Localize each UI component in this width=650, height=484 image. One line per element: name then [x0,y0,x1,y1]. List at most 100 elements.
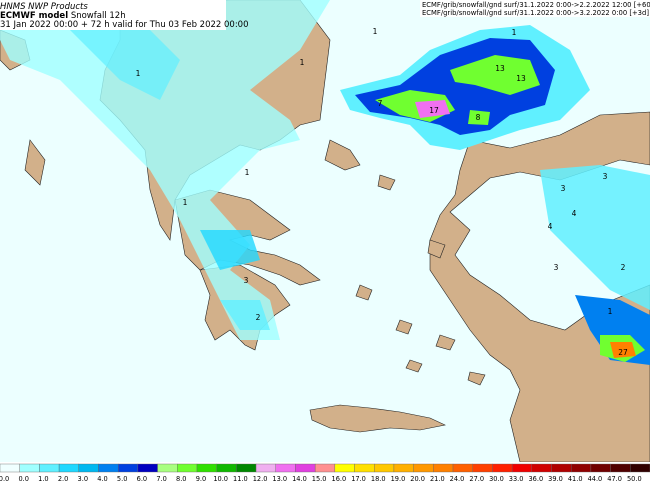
contour-label: 3 [561,184,566,193]
colorbar-label: 1.0 [38,475,49,483]
contour-label: 1 [245,168,250,177]
colorbar-label: 15.0 [312,475,327,483]
colorbar-label: 24.0 [450,475,465,483]
product: Snowfall 12h [71,11,126,21]
title: ECMWF model Snowfall 12h [0,11,126,21]
colorbar-swatch [413,463,434,473]
colorbar-label: 19.0 [391,475,406,483]
run-info: 31 Jan 2022 00:00 + 72 h valid for Thu 0… [0,20,249,30]
colorbar-label: 27.0 [469,475,484,483]
colorbar-label: 20.0 [410,475,425,483]
colorbar-swatch [354,463,375,473]
colorbar-swatch [39,463,60,473]
model: ECMWF model [0,11,68,21]
colorbar-label: 21.0 [430,475,445,483]
contour-label: 1 [512,28,517,37]
contour-label: 3 [554,263,559,272]
colorbar-swatch [433,463,454,473]
contour-label: 1 [373,27,378,36]
colorbar-swatch [137,463,158,473]
colorbar-label: 10.0 [213,475,228,483]
colorbar-swatch [19,463,40,473]
colorbar-swatch [0,463,20,473]
colorbar: 0.0 0.0 1.0 2.0 3.0 4.0 5.0 6.0 7.0 8.0 9.0 10.0 11.… [0,463,650,483]
colorbar-label: 12.0 [253,475,268,483]
colorbar-swatch [295,463,316,473]
header-box [0,0,226,30]
contour-label: 4 [572,209,577,218]
colorbar-label: 17.0 [351,475,366,483]
contour-label: 2 [621,263,626,272]
colorbar-swatch [117,463,139,473]
colorbar-label: 0.0 [18,475,29,483]
colorbar-label: 30.0 [489,475,504,483]
colorbar-swatch [452,463,473,473]
contour-label: 2 [256,313,261,322]
colorbar-label: 6.0 [137,475,148,483]
contour-label: 8 [476,113,481,122]
colorbar-swatch [177,463,198,473]
file-info: ECMF/grib/snowfall/gnd surf/31.1.2022 0:… [422,9,649,17]
contour-label: 3 [244,276,249,285]
contour-label: 1 [136,69,141,78]
colorbar-swatch [374,463,395,473]
colorbar-label: 11.0 [233,475,248,483]
snowfall [0,0,650,365]
contour-label: 1 [300,58,305,67]
contour-label: 1 [608,307,613,316]
colorbar-label: 0.0 [0,475,9,483]
colorbar-label: 18.0 [371,475,386,483]
colorbar-swatch [492,463,513,473]
colorbar-swatch [98,463,119,473]
contour-label: 13 [495,64,505,73]
source: HNMS NWP Products [0,2,88,12]
colorbar-label: 41.0 [568,475,583,483]
contour-label: 7 [378,99,383,108]
colorbar-label: 50.0 [627,475,642,483]
colorbar-swatch [78,463,99,473]
file-box [420,0,650,17]
colorbar-swatch [551,463,572,473]
colorbar-swatch [216,463,237,473]
colorbar-swatch [511,463,533,473]
colorbar-label: 33.0 [509,475,524,483]
file-info: ECMF/grib/snowfall/gnd surf/31.1.2022 0:… [422,1,650,9]
colorbar-label: 13.0 [272,475,287,483]
colorbar-swatch [610,463,631,473]
colorbar-swatch [334,463,355,473]
contour-label: 27 [618,348,628,357]
contour-label: 1 [183,198,188,207]
colorbar-swatch [236,463,257,473]
colorbar-swatch [314,463,336,473]
contour-label: 4 [548,222,553,231]
colorbar-label: 8.0 [176,475,187,483]
colorbar-label: 14.0 [292,475,307,483]
colorbar-swatch [157,463,178,473]
contour-label: 17 [429,106,439,115]
colorbar-label: 2.0 [58,475,69,483]
colorbar-swatch [393,463,414,473]
colorbar-label: 44.0 [588,475,603,483]
colorbar-swatch [571,463,592,473]
colorbar-swatch [630,463,650,473]
colorbar-swatch [531,463,552,473]
colorbar-label: 39.0 [548,475,563,483]
colorbar-swatch [196,463,217,473]
colorbar-swatch [590,463,611,473]
contour-label: 13 [516,74,526,83]
colorbar-swatch [472,463,493,473]
colorbar-label: 36.0 [528,475,543,483]
colorbar-swatch [275,463,296,473]
colorbar-swatch [58,463,79,473]
colorbar-label: 3.0 [78,475,89,483]
colorbar-label: 16.0 [332,475,347,483]
colorbar-label: 47.0 [607,475,622,483]
colorbar-label: 4.0 [97,475,108,483]
colorbar-label: 7.0 [156,475,167,483]
colorbar-swatch [255,463,276,473]
colorbar-label: 5.0 [117,475,128,483]
contour-label: 3 [603,172,608,181]
